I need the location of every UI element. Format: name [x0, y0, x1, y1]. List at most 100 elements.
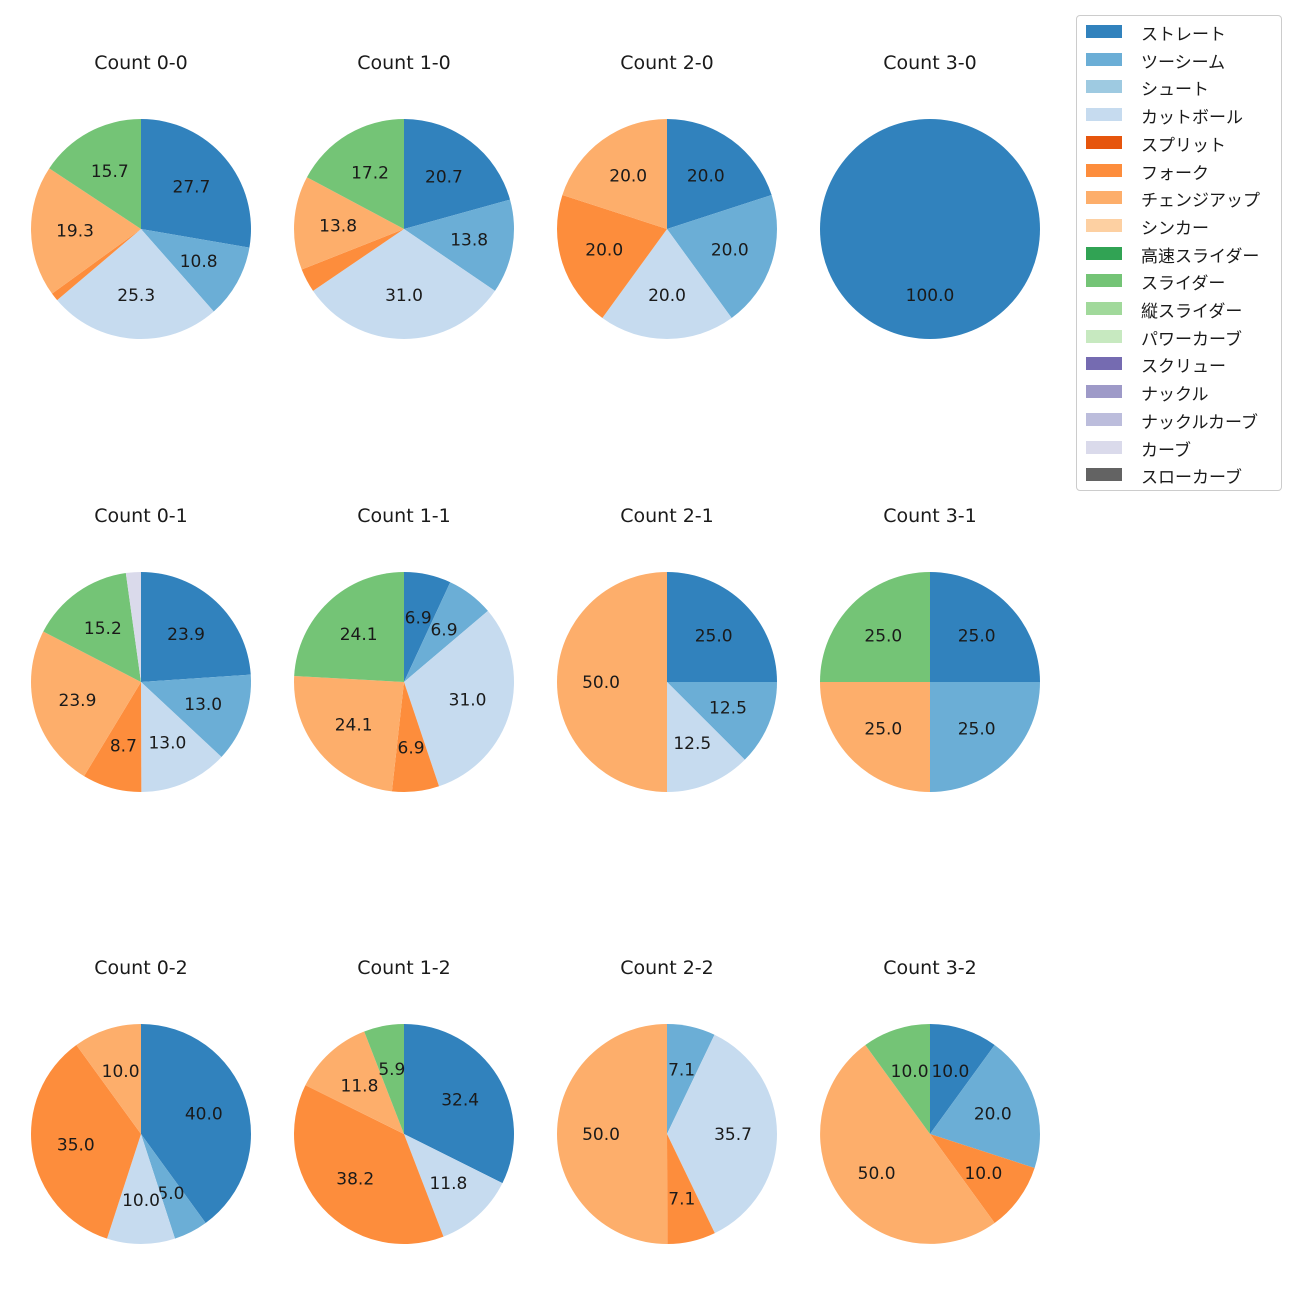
pie-title: Count 3-2 [883, 957, 977, 979]
slice-label: 6.9 [430, 620, 457, 640]
slice-label: 13.8 [450, 231, 488, 251]
pie-slice [141, 682, 222, 792]
pie-slice [294, 675, 404, 792]
pie-slice [306, 119, 404, 229]
pie-title: Count 1-2 [357, 957, 451, 979]
pie-title: Count 2-1 [620, 505, 714, 527]
slice-label: 17.2 [351, 163, 389, 183]
legend-item: シンカー [1077, 212, 1283, 239]
slice-label: 20.0 [974, 1105, 1012, 1125]
slice-label: 24.1 [340, 625, 378, 645]
pie-slice [404, 1024, 514, 1184]
slice-label: 5.0 [157, 1184, 184, 1204]
slice-label: 13.8 [319, 216, 357, 236]
pie-slice [31, 168, 141, 294]
slice-label: 25.3 [117, 286, 155, 306]
legend-label: カーブ [1141, 440, 1191, 461]
legend-swatch [1086, 25, 1122, 38]
slice-label: 15.2 [84, 619, 122, 639]
pie-chart: Count 2-2 7.1 35.7 7.1 50.0 [557, 957, 777, 1244]
slice-label: 23.9 [59, 691, 97, 711]
legend: ストレート ツーシーム シュート カットボール スプリット フォーク チェンジアップ シンカー… [1076, 15, 1282, 491]
legend-label: 高速スライダー [1141, 246, 1260, 267]
legend-item: ツーシーム [1077, 46, 1283, 73]
legend-label: ツーシーム [1141, 52, 1226, 73]
slice-label: 20.0 [585, 240, 623, 260]
legend-swatch [1086, 218, 1122, 232]
pie-slice [141, 674, 251, 757]
slice-label: 31.0 [449, 691, 487, 711]
legend-swatch [1086, 440, 1122, 454]
legend-swatch [1086, 108, 1122, 122]
slice-label: 12.5 [709, 698, 747, 718]
pie-title: Count 3-1 [883, 505, 977, 527]
slice-label: 12.5 [673, 734, 711, 754]
slice-label: 50.0 [582, 1125, 620, 1145]
pie-slice [562, 119, 667, 229]
pie-chart: Count 0-0 27.7 10.8 25.3 19.3 15.7 [31, 52, 251, 339]
pie-title: Count 0-1 [94, 505, 188, 527]
slice-label: 10.0 [964, 1164, 1002, 1184]
slice-label: 23.9 [167, 625, 205, 645]
pie-slice [364, 1024, 404, 1134]
pie-slice [667, 119, 772, 229]
slice-label: 38.2 [336, 1169, 374, 1189]
slice-label: 20.0 [609, 167, 647, 187]
slice-label: 10.0 [122, 1191, 160, 1211]
legend-swatch [1086, 246, 1122, 260]
slice-label: 27.7 [173, 177, 211, 197]
slice-label: 15.7 [91, 162, 129, 182]
pie-chart: Count 2-1 25.0 12.5 12.5 50.0 [557, 505, 777, 792]
pie-slice [107, 1134, 175, 1244]
pie-slice [557, 195, 667, 318]
pie-slice [930, 682, 1040, 792]
pie-slice [667, 1034, 777, 1234]
pie-slice [31, 1045, 141, 1239]
pie-slice [557, 1024, 668, 1244]
pie-slice [404, 1134, 503, 1237]
legend-item: スライダー [1077, 267, 1283, 294]
slice-label: 8.7 [110, 737, 137, 757]
pie-slice [301, 229, 404, 291]
pie-slice [141, 119, 251, 248]
legend-swatch [1086, 468, 1122, 482]
pie-slice [865, 1024, 930, 1134]
legend-item: スクリュー [1077, 350, 1283, 377]
legend-swatch [1086, 329, 1122, 343]
legend-item: 高速スライダー [1077, 240, 1283, 267]
slice-label: 5.9 [378, 1060, 405, 1080]
pie-slice [930, 1134, 1035, 1223]
pie-slice [49, 119, 141, 229]
pie-slice [404, 582, 488, 682]
legend-label: カットボール [1141, 108, 1243, 129]
pie-slice [667, 195, 778, 318]
pie-slice [141, 229, 250, 312]
slice-label: 10.0 [891, 1062, 929, 1082]
pie-chart: Count 0-1 23.9 13.0 13.0 8.7 23.9 15.2 [31, 505, 251, 792]
slice-label: 24.1 [335, 716, 373, 736]
pie-slice [404, 610, 514, 787]
pie-slice [294, 572, 404, 682]
slice-label: 11.8 [341, 1076, 379, 1096]
legend-item: ストレート [1077, 18, 1283, 45]
pie-chart: Count 1-0 20.7 13.8 31.0 13.8 17.2 [293, 52, 514, 339]
legend-item: カットボール [1077, 101, 1283, 129]
pie-slice [294, 1085, 444, 1244]
legend-item: パワーカーブ [1077, 323, 1283, 350]
slice-label: 7.1 [668, 1189, 695, 1209]
legend-label: スローカーブ [1141, 468, 1242, 489]
legend-label: フォーク [1141, 163, 1209, 184]
pie-slice [667, 1024, 715, 1134]
legend-label: ナックル [1141, 385, 1209, 406]
pie-slice [43, 573, 141, 682]
legend-item: チェンジアップ [1077, 184, 1283, 212]
legend-swatch [1086, 274, 1122, 288]
pie-chart: Count 1-16.96.931.06.924.124.1 [294, 505, 514, 792]
legend-label: パワーカーブ [1141, 329, 1242, 350]
legend-item: カーブ [1077, 434, 1283, 461]
pie-chart: Count 3-0 100.0 [820, 52, 1040, 339]
legend-label: チェンジアップ [1141, 191, 1260, 212]
pie-slice [820, 572, 930, 682]
